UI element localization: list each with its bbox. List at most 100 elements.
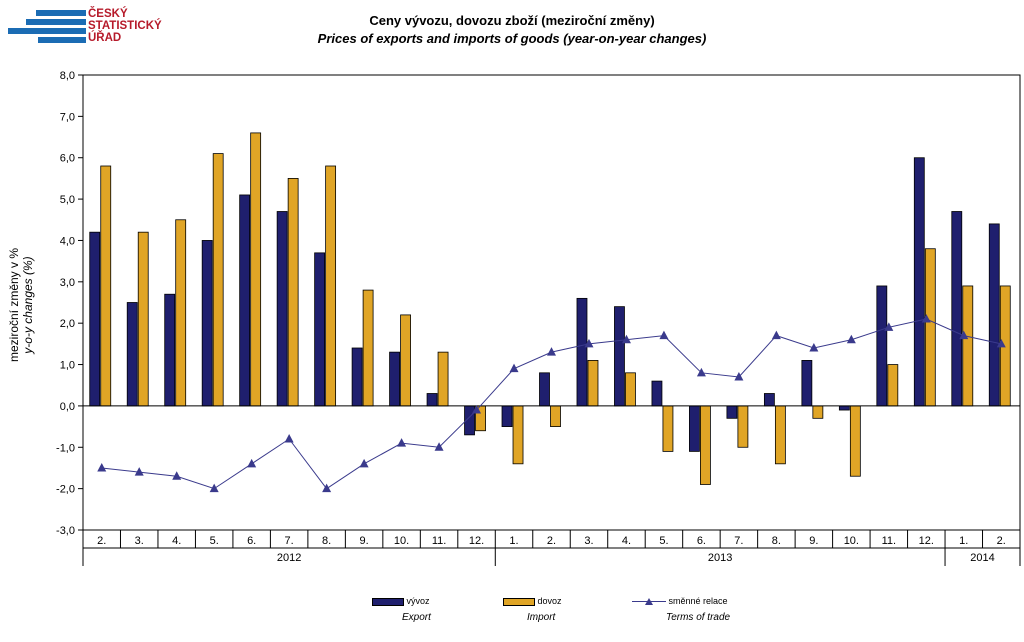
year-label: 2014 (970, 552, 994, 564)
import-bar (512, 405, 524, 465)
plot-frame (82, 74, 1021, 531)
terms-of-trade-marker (134, 467, 144, 476)
terms-of-trade-marker (771, 330, 781, 340)
export-bar (314, 252, 326, 407)
import-bar (100, 165, 112, 407)
y-tick-label: 8,0 (60, 70, 75, 82)
terms-of-trade-marker (509, 363, 519, 373)
import-bar (700, 405, 711, 485)
export-bar (988, 223, 1000, 407)
x-tick-label: 8. (772, 535, 781, 547)
terms-of-trade-line (101, 318, 1002, 490)
import-bar (437, 351, 449, 407)
export-bar (351, 347, 363, 407)
x-tick-label: 4. (622, 535, 631, 547)
export-bar (389, 351, 400, 407)
terms-of-trade-marker (696, 367, 706, 377)
export-bar (239, 194, 251, 407)
x-tick-label: 6. (247, 535, 256, 547)
export-bar (201, 240, 213, 407)
x-tick-label: 4. (172, 535, 181, 547)
import-bar (212, 153, 224, 407)
import-bar (362, 289, 374, 407)
y-tick-label: 3,0 (60, 277, 75, 289)
terms-of-trade-marker (397, 438, 407, 447)
y-axis-label: meziroční změny v % (7, 248, 21, 362)
export-bar (126, 302, 138, 407)
export-bar (763, 393, 775, 407)
year-label: 2012 (277, 552, 301, 564)
y-tick-label: 0,0 (60, 401, 75, 413)
x-tick-label: 7. (734, 535, 743, 547)
import-bar (774, 405, 786, 465)
x-tick-label: 6. (697, 535, 706, 547)
import-bar (137, 231, 149, 407)
export-bar (726, 405, 738, 419)
y-tick-label: 2,0 (60, 318, 75, 330)
legend-label-terms-en: Terms of trade (666, 612, 731, 623)
terms-of-trade-marker (809, 343, 819, 352)
y-tick-label: 4,0 (60, 235, 75, 247)
export-bar (576, 297, 588, 407)
legend-import: dovoz Import (503, 596, 562, 623)
x-tick-label: 11. (882, 535, 896, 547)
export-bar (539, 372, 550, 407)
import-bar (400, 314, 411, 407)
import-bar (924, 248, 936, 407)
terms-of-trade-marker (284, 434, 294, 443)
x-tick-label: 12. (469, 535, 484, 547)
export-bar (951, 211, 963, 407)
terms-of-trade-marker (921, 314, 931, 323)
export-bar (501, 405, 513, 427)
terms-of-trade-marker (884, 322, 894, 331)
chart-subtitle: Prices of exports and imports of goods (… (317, 31, 707, 46)
x-tick-label: 5. (210, 535, 219, 547)
terms-of-trade-marker (247, 458, 257, 468)
terms-of-trade-marker (846, 334, 856, 344)
x-tick-label: 3. (584, 535, 593, 547)
y-tick-label: -1,0 (56, 442, 75, 454)
export-bar (614, 306, 625, 407)
import-bar (625, 372, 636, 407)
x-tick-label: 2. (547, 535, 556, 547)
x-tick-label: 11. (432, 535, 446, 547)
legend-swatch-import (503, 597, 535, 606)
import-bar (175, 219, 187, 407)
x-tick-label: 9. (360, 535, 369, 547)
y-tick-label: -3,0 (56, 525, 75, 537)
terms-of-trade-marker (209, 483, 219, 493)
legend-terms: směnné relace Terms of trade (632, 596, 730, 623)
export-bar (276, 211, 288, 407)
terms-of-trade-marker (621, 334, 631, 344)
chart-title: Ceny vývozu, dovozu zboží (meziroční změ… (369, 13, 655, 28)
x-tick-label: 9. (809, 535, 818, 547)
legend-label-export: vývoz (406, 596, 430, 606)
terms-of-trade-marker (359, 458, 369, 468)
export-bar (913, 157, 925, 407)
x-tick-label: 1. (959, 535, 968, 547)
import-bar (887, 364, 899, 407)
export-bar (426, 393, 438, 407)
terms-of-trade-marker (547, 347, 556, 356)
import-bar (962, 285, 974, 407)
x-tick-label: 10. (394, 535, 409, 547)
logo-text: ČESKÝ STATISTICKÝ ÚŘAD (88, 8, 162, 44)
legend-label-export-en: Export (402, 612, 431, 623)
import-bar (550, 405, 561, 427)
legend-swatch-terms (632, 597, 666, 606)
year-label: 2013 (708, 552, 732, 564)
terms-of-trade-marker (996, 338, 1006, 348)
terms-of-trade-marker (472, 405, 482, 414)
x-tick-label: 3. (135, 535, 144, 547)
import-bar (812, 405, 824, 419)
export-bar (89, 231, 101, 407)
export-bar (164, 293, 176, 407)
x-tick-label: 10. (844, 535, 859, 547)
terms-of-trade-marker (434, 442, 444, 451)
legend-export: vývoz Export (372, 596, 431, 623)
terms-of-trade-marker (734, 371, 744, 381)
y-tick-label: 1,0 (60, 360, 75, 372)
export-bar (801, 360, 813, 407)
terms-of-trade-marker (322, 483, 332, 493)
